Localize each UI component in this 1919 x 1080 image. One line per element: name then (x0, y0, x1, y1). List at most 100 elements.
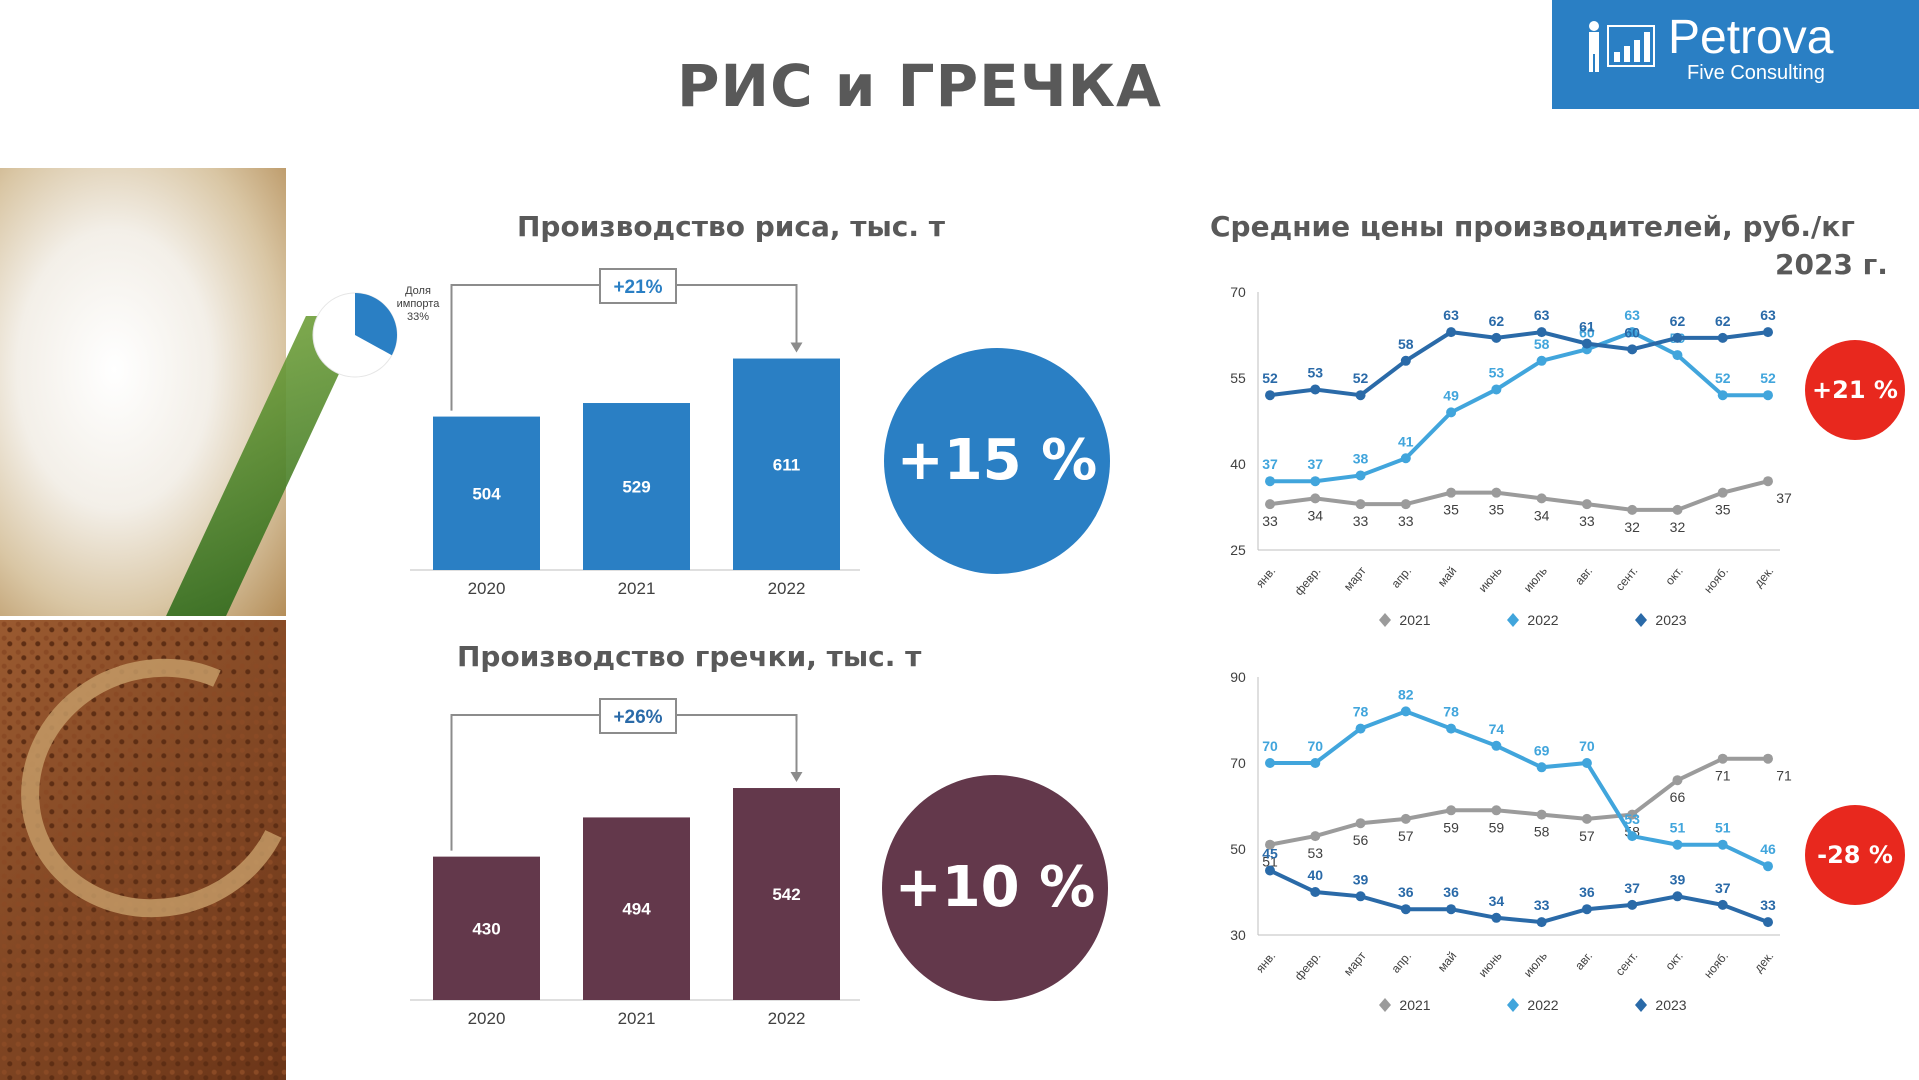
rice-price-xtick-2: март (1341, 563, 1369, 593)
rice-price-point-2021-10 (1717, 487, 1728, 498)
rice-price-label-2021-9: 32 (1670, 519, 1686, 535)
rice-price-label-2021-3: 33 (1398, 513, 1414, 529)
rice-price-label-2023-2: 52 (1353, 370, 1369, 386)
buckwheat-price-label-2023-7: 36 (1579, 884, 1595, 900)
buckwheat-price-label-2023-2: 39 (1353, 871, 1369, 887)
buckwheat-price-label-2023-10: 37 (1715, 880, 1731, 896)
buckwheat-price-point-2021-9 (1672, 775, 1683, 786)
buckwheat-price-label-2021-2: 56 (1353, 832, 1369, 848)
buckwheat-price-label-2023-4: 36 (1443, 884, 1459, 900)
rice-price-legend-marker-2021 (1379, 613, 1391, 627)
rice-price-xtick-1: февр. (1292, 564, 1324, 598)
buckwheat-price-point-2022-5 (1491, 740, 1502, 751)
rice-price-point-2023-8 (1627, 344, 1638, 355)
rice-price-label-2022-2: 38 (1353, 450, 1369, 466)
buckwheat-price-label-2021-10: 71 (1715, 768, 1731, 784)
rice-price-xtick-8: сент. (1613, 564, 1641, 594)
rice-price-point-2022-2 (1355, 470, 1366, 481)
rice-price-ytick-40: 40 (1230, 456, 1246, 472)
buckwheat-price-label-2022-6: 69 (1534, 742, 1550, 758)
rice-price-point-2022-6 (1536, 355, 1547, 366)
buckwheat-price-point-2022-1 (1310, 758, 1321, 768)
rice-price-point-2023-0 (1265, 390, 1275, 401)
rice-price-label-2023-1: 53 (1307, 364, 1323, 380)
rice-price-point-2023-9 (1672, 332, 1683, 343)
buckwheat-price-point-2023-1 (1310, 887, 1321, 897)
rice-price-point-2022-4 (1446, 407, 1457, 418)
pie-slice-import (355, 293, 397, 356)
buckwheat-price-label-2023-8: 37 (1624, 880, 1640, 896)
rice-price-chart: 25 40 55 70 янв. февр. март апр. май июнь июль авг.… (1230, 284, 1792, 628)
buckwheat-price-label-2022-1: 70 (1307, 738, 1323, 754)
rice-price-label-2022-4: 49 (1443, 387, 1459, 403)
buckwheat-price-xtick-8: сент. (1613, 949, 1641, 979)
rice-price-point-2022-8 (1627, 327, 1638, 338)
rice-price-label-2022-1: 37 (1307, 456, 1323, 472)
buckwheat-price-point-2021-4 (1446, 805, 1457, 816)
rice-price-point-2021-8 (1627, 504, 1638, 515)
rice-price-label-2021-6: 34 (1534, 507, 1550, 523)
rice-price-point-2021-2 (1355, 499, 1366, 510)
rice-price-label-2022-7: 60 (1579, 324, 1595, 340)
buckwheat-bar-label-2020: 430 (472, 919, 500, 938)
buckwheat-price-point-2021-11 (1763, 753, 1773, 764)
buckwheat-price-legend-marker-2023 (1635, 998, 1647, 1012)
rice-price-line-2021 (1269, 479, 1769, 512)
buckwheat-price-label-2021-6: 58 (1534, 824, 1550, 840)
rice-price-xtick-4: май (1435, 564, 1460, 590)
buckwheat-price-ytick-30: 30 (1230, 927, 1246, 943)
rice-price-label-2021-2: 33 (1353, 513, 1369, 529)
rice-price-label-2023-0: 52 (1262, 370, 1278, 386)
buckwheat-price-point-2022-9 (1672, 839, 1683, 850)
buckwheat-price-point-2022-8 (1627, 831, 1638, 842)
rice-tick-2020: 2020 (468, 579, 506, 598)
buckwheat-price-label-2023-0: 45 (1262, 846, 1278, 862)
rice-price-point-2023-6 (1536, 327, 1547, 338)
buckwheat-growth-box (599, 698, 677, 734)
buckwheat-price-label-2022-10: 51 (1715, 820, 1731, 836)
buckwheat-price-label-2021-11: 71 (1776, 768, 1792, 784)
rice-price-ytick-55: 55 (1230, 370, 1246, 386)
rice-price-label-2023-11: 63 (1760, 307, 1776, 323)
rice-price-xtick-11: дек. (1751, 564, 1776, 590)
rice-growth-box (599, 268, 677, 304)
buckwheat-bar-label-2022: 542 (772, 885, 800, 904)
rice-price-label-2021-8: 32 (1624, 519, 1640, 535)
buckwheat-tick-2021: 2021 (618, 1009, 656, 1028)
buckwheat-price-point-2023-5 (1491, 912, 1502, 923)
buckwheat-chart-title: Производство гречки, тыс. т (457, 640, 922, 673)
buckwheat-price-line-2022 (1270, 709, 1769, 869)
buckwheat-price-legend-2023: 2023 (1655, 997, 1686, 1013)
buckwheat-price-label-2022-4: 78 (1443, 704, 1459, 720)
buckwheat-price-label-2022-11: 46 (1760, 841, 1776, 857)
buckwheat-price-point-2021-8 (1627, 809, 1638, 820)
buckwheat-price-point-2021-5 (1491, 805, 1502, 816)
buckwheat-price-point-2023-4 (1446, 904, 1457, 915)
buckwheat-price-xtick-9: окт. (1662, 949, 1685, 973)
rice-price-label-2022-6: 58 (1534, 336, 1550, 352)
buckwheat-price-point-2023-6 (1536, 917, 1547, 928)
rice-price-ytick-25: 25 (1230, 542, 1246, 558)
rice-bar-chart: 504 2020 529 2021 611 2022 +21% (410, 268, 860, 598)
rice-bar-2022 (733, 358, 840, 570)
buckwheat-price-ytick-50: 50 (1230, 841, 1246, 857)
rice-growth-label: +21% (613, 277, 662, 298)
buckwheat-price-label-2022-7: 70 (1579, 738, 1595, 754)
buckwheat-price-point-2021-0 (1265, 839, 1275, 850)
rice-price-label-2023-6: 63 (1534, 307, 1550, 323)
buckwheat-price-label-2022-3: 82 (1398, 686, 1414, 702)
buckwheat-price-point-2021-7 (1581, 813, 1592, 824)
rice-price-label-2023-4: 63 (1443, 307, 1459, 323)
buckwheat-price-label-2021-0: 51 (1262, 854, 1278, 870)
rice-bar-label-2020: 504 (472, 484, 501, 503)
rice-price-line-2022 (1270, 329, 1768, 484)
rice-price-point-2021-11 (1763, 476, 1773, 487)
rice-photo (0, 168, 366, 616)
rice-price-xtick-10: нояб. (1701, 564, 1731, 596)
prices-title: Средние цены производителей, руб./кг (1210, 210, 1855, 243)
rice-price-label-2022-5: 53 (1489, 364, 1505, 380)
buckwheat-price-xtick-1: февр. (1292, 949, 1324, 983)
buckwheat-price-point-2023-11 (1763, 917, 1773, 928)
buckwheat-price-point-2021-10 (1717, 753, 1728, 764)
